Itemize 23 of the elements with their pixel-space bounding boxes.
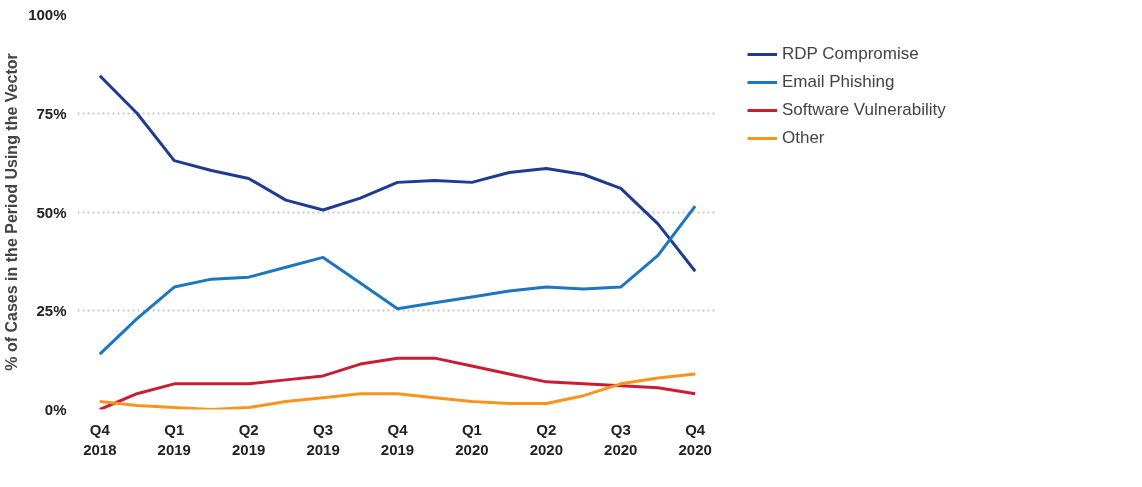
x-tick-label: Q4 2020 <box>678 420 712 458</box>
x-tick-label: Q4 2018 <box>83 420 117 458</box>
legend-label: Software Vulnerability <box>782 100 946 120</box>
y-tick-label: 25% <box>36 302 67 320</box>
x-tick-label: Q1 2019 <box>157 420 191 458</box>
y-tick-label: 0% <box>44 401 67 418</box>
y-tick-label: 75% <box>36 104 67 122</box>
x-tick-label: Q4 2019 <box>380 420 415 458</box>
line-series <box>98 372 697 410</box>
legend-label: Other <box>782 128 825 148</box>
line-series <box>98 356 697 410</box>
x-tick-label: Q1 2020 <box>455 420 489 458</box>
x-tick-label: Q3 2019 <box>306 420 340 458</box>
y-tick-label: 100% <box>28 6 67 23</box>
y-tick-label: 50% <box>36 203 67 221</box>
line-series <box>98 204 697 356</box>
x-tick-label: Q3 2020 <box>604 420 638 458</box>
x-tick-label: Q2 2020 <box>529 420 564 458</box>
legend-label: RDP Compromise <box>782 44 919 64</box>
legend-label: Email Phishing <box>782 72 895 92</box>
y-axis-title: % of Cases in the Period Using the Vector <box>3 53 21 371</box>
x-tick-label: Q2 2019 <box>231 420 266 458</box>
line-series <box>98 74 697 273</box>
